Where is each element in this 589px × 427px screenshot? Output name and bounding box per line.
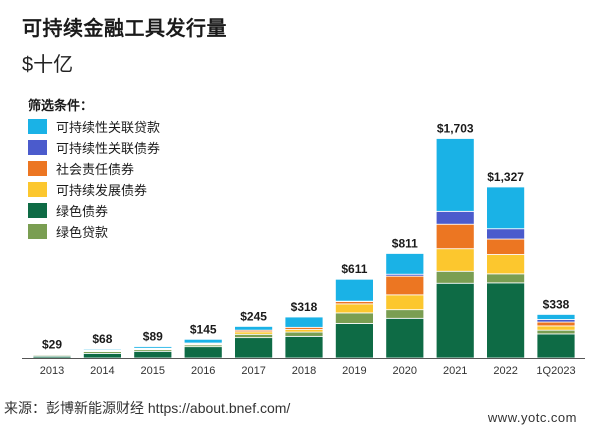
bar-segment-sustainability_bond-2020 — [385, 294, 425, 311]
x-tick-label: 2015 — [141, 365, 165, 377]
bar-segment-social_bond-2021 — [435, 223, 475, 250]
legend-label: 社会责任债券 — [56, 162, 135, 177]
x-tick-label: 2018 — [292, 365, 316, 377]
legend-label: 绿色债券 — [56, 204, 109, 219]
bar-segment-sustainability_bond-2022 — [486, 254, 526, 275]
bar-total-label: $338 — [543, 297, 570, 311]
bar-total-label: $318 — [291, 300, 318, 314]
bar-segment-sustainability_linked_loan-2017 — [234, 326, 274, 331]
bar-segment-sustainability_linked_loan-2015 — [133, 346, 173, 349]
bar-segment-green_loan-2019 — [334, 312, 374, 324]
bar-total-label: $245 — [240, 309, 267, 323]
x-tick-label: 2019 — [342, 365, 366, 377]
bar-segment-sustainability_linked_loan-2014 — [83, 348, 122, 351]
bar-total-label: $29 — [42, 337, 62, 351]
legend-swatch — [28, 161, 47, 176]
legend-swatch — [28, 203, 47, 218]
bar-segment-sustainability_linked_loan-2022 — [486, 186, 526, 230]
bar-segment-sustainability_linked_bond-2021 — [435, 210, 475, 225]
bar-segment-green_bond-2015 — [133, 350, 173, 359]
legend-item-social-bond[interactable]: 社会责任债券 — [28, 159, 160, 178]
legend-title: 筛选条件： — [28, 98, 94, 113]
bar-segment-sustainability_bond-2019 — [334, 303, 374, 314]
bar-segment-sustainability_linked_loan-2020 — [385, 253, 425, 275]
legend-swatch — [28, 119, 47, 134]
bar-total-label: $1,327 — [487, 170, 524, 184]
bar-segment-green_bond-2014 — [83, 352, 122, 359]
bar-segment-green_loan-1Q2023 — [536, 329, 576, 335]
bar-total-label: $1,703 — [437, 122, 474, 136]
legend-item-sustainability-linked-bond[interactable]: 可持续性关联债券 — [28, 138, 160, 157]
legend-item-green-loan[interactable]: 绿色贷款 — [28, 222, 160, 241]
legend-item-sustainability-bond[interactable]: 可持续发展债券 — [28, 180, 160, 199]
x-tick-label: 2014 — [90, 365, 114, 377]
legend-swatch — [28, 140, 47, 155]
bar-segment-sustainability_linked_loan-2019 — [334, 278, 374, 302]
x-tick-label: 2020 — [393, 365, 417, 377]
bar-segment-green_loan-2018 — [284, 331, 324, 337]
legend-swatch — [28, 224, 47, 239]
bar-segment-social_bond-2020 — [385, 275, 425, 296]
bar-segment-sustainability_bond-2021 — [435, 248, 475, 272]
chart-unit-label: $十亿 — [22, 54, 74, 76]
bar-total-label: $145 — [190, 322, 217, 336]
watermark: www.yotc.com — [487, 410, 577, 425]
x-tick-label: 2016 — [191, 365, 215, 377]
legend-swatch — [28, 182, 47, 197]
x-tick-label: 2021 — [443, 365, 467, 377]
bar-segment-green_loan-2020 — [385, 309, 425, 319]
bar-segment-green_loan-2017 — [234, 333, 274, 339]
bar-segment-green_bond-2017 — [234, 337, 274, 359]
bar-segment-green_bond-2021 — [435, 282, 475, 359]
bar-segment-sustainability_linked_loan-2021 — [435, 138, 475, 212]
bar-segment-sustainability_linked_loan-2016 — [183, 338, 223, 344]
bar-segment-social_bond-2022 — [486, 238, 526, 255]
legend-item-sustainability-linked-loan[interactable]: 可持续性关联贷款 — [28, 117, 160, 136]
bar-segment-green_loan-2022 — [486, 273, 526, 284]
bar-total-label: $89 — [143, 330, 163, 344]
bar-segment-green_bond-1Q2023 — [536, 333, 576, 359]
bar-segment-sustainability_linked_loan-1Q2023 — [536, 314, 576, 320]
bar-segment-green_loan-2021 — [435, 270, 475, 284]
bar-total-label: $811 — [392, 236, 418, 250]
legend-item-green-bond[interactable]: 绿色债券 — [28, 201, 160, 220]
bar-total-label: $68 — [92, 332, 112, 346]
legend-label: 绿色贷款 — [56, 225, 109, 240]
x-tick-label: 2022 — [493, 365, 517, 377]
chart-title: 可持续金融工具发行量 — [22, 18, 227, 40]
bar-segment-green_bond-2022 — [486, 282, 526, 359]
bar-segment-sustainability_linked_bond-2022 — [486, 228, 526, 240]
bar-segment-social_bond-1Q2023 — [536, 321, 576, 327]
bar-segment-green_bond-2016 — [183, 346, 223, 359]
legend: 可持续性关联贷款 可持续性关联债券 社会责任债券 可持续发展债券 绿色债券 绿色… — [28, 117, 160, 243]
x-tick-label: 1Q2023 — [536, 365, 575, 377]
bar-segment-green_bond-2019 — [334, 323, 374, 359]
bar-segment-sustainability_bond-1Q2023 — [536, 325, 576, 331]
x-tick-label: 2017 — [241, 365, 265, 377]
bar-segment-green_bond-2020 — [385, 317, 425, 359]
source-note: 来源：彭博新能源财经 https://about.bnef.com/ — [4, 400, 291, 416]
legend-label: 可持续发展债券 — [56, 183, 148, 198]
bar-segment-green_bond-2018 — [284, 335, 324, 359]
legend-label: 可持续性关联债券 — [56, 141, 161, 156]
x-tick-label: 2013 — [40, 365, 64, 377]
bar-segment-sustainability_linked_loan-2018 — [284, 316, 324, 328]
bar-total-label: $611 — [341, 262, 367, 276]
legend-label: 可持续性关联贷款 — [56, 120, 161, 135]
